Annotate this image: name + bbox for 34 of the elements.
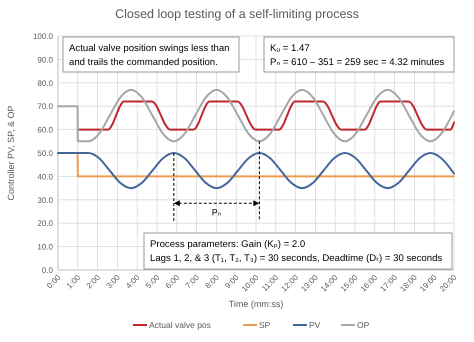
line-series	[76, 100, 455, 131]
line-series	[57, 88, 455, 142]
y-tick-label: 50.0	[37, 149, 54, 158]
annotation: Actual valve position swings less than and trails the commanded position.	[69, 43, 230, 68]
legend-label: PV	[309, 320, 321, 330]
x-tick-label: 7:00	[184, 272, 202, 290]
legend-label: OP	[357, 320, 370, 330]
y-tick-label: 0.0	[42, 266, 54, 275]
x-tick-label: 5:00	[144, 272, 162, 290]
y-tick-label: 30.0	[37, 196, 54, 205]
x-tick-label: 9:00	[223, 272, 241, 290]
legend-label: Actual valve pos	[149, 320, 211, 330]
x-tick-label: 1:00	[64, 272, 83, 290]
y-tick-label: 100.0	[32, 32, 54, 41]
y-tick-label: 40.0	[37, 172, 54, 182]
legend-label: SP	[259, 320, 271, 330]
annotation: Kᵤ = 1.47 Pₙ = 610 – 351 = 259 sec = 4.32 minutes	[270, 43, 444, 68]
y-tick-label: 60.0	[37, 126, 54, 135]
y-axis-title: Controller PV, SP, & OP	[6, 105, 16, 201]
x-axis-title: Time (mm:ss)	[228, 299, 284, 309]
x-tick-label: 0:00	[45, 272, 63, 290]
x-tick-label: 4:00	[124, 272, 142, 290]
annotation: Pₙ	[212, 207, 222, 218]
y-tick-label: 20.0	[37, 219, 54, 228]
line-series	[57, 152, 455, 190]
annotation: Process parameters: Gain (Kₚ) = 2.0 Lags 1, 2, & 3 (T₁, T₂, T₃) = 30 seconds, Deadtime (Dₜ) = 30 seconds	[150, 239, 442, 264]
y-tick-label: 10.0	[37, 242, 54, 252]
x-tick-label: 8:00	[203, 272, 222, 290]
x-tick-label: 3:00	[104, 272, 122, 290]
y-tick-label: 80.0	[37, 78, 54, 88]
chart-title: Closed loop testing of a self-limiting process	[115, 7, 359, 21]
y-tick-label: 70.0	[37, 102, 54, 112]
y-tick-label: 90.0	[37, 55, 54, 64]
x-tick-label: 6:00	[164, 272, 182, 290]
